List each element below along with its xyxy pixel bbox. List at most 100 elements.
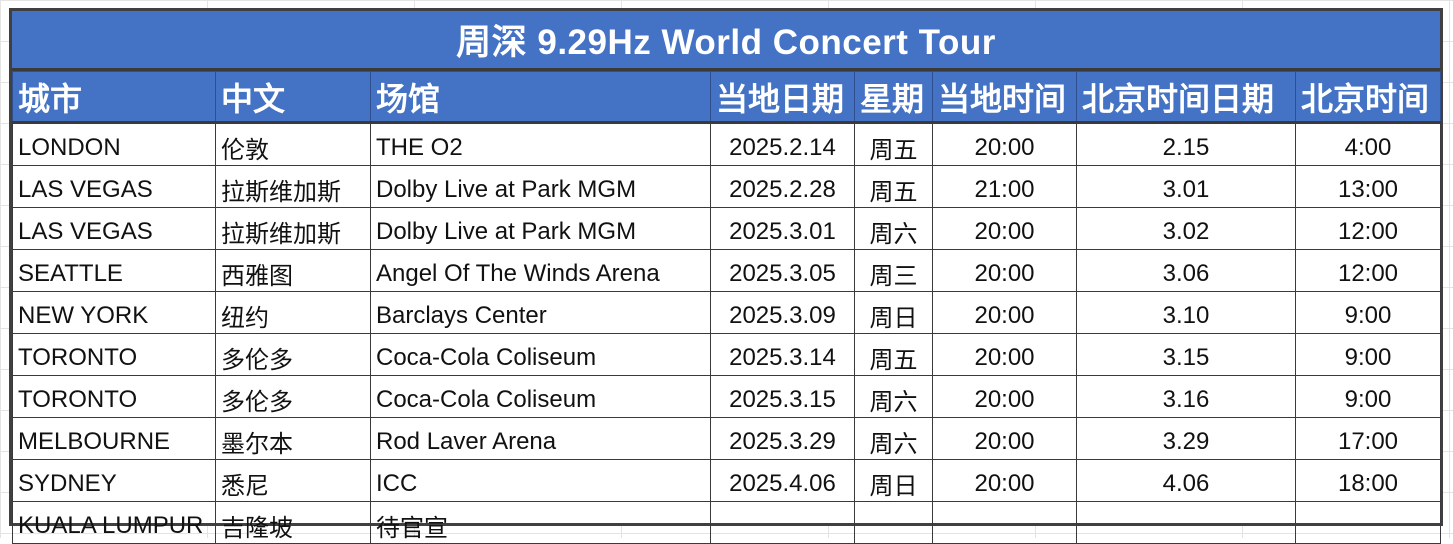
header-beijing-time[interactable]: 北京时间 xyxy=(1295,71,1441,124)
header-row: 城市 中文 场馆 当地日期 星期 当地时间 北京时间日期 北京时间 xyxy=(12,71,1441,124)
cell-city[interactable]: TORONTO xyxy=(12,333,216,376)
cell-beijing-date[interactable]: 3.16 xyxy=(1076,375,1296,418)
cell-chinese[interactable]: 拉斯维加斯 xyxy=(215,207,371,250)
cell-beijing-time[interactable]: 17:00 xyxy=(1295,417,1441,460)
header-local-date[interactable]: 当地日期 xyxy=(710,71,855,124)
cell-beijing-date[interactable]: 3.02 xyxy=(1076,207,1296,250)
cell-chinese[interactable]: 纽约 xyxy=(215,291,371,334)
cell-weekday[interactable]: 周日 xyxy=(854,291,933,334)
cell-beijing-date[interactable]: 4.06 xyxy=(1076,459,1296,502)
cell-city[interactable]: LAS VEGAS xyxy=(12,165,216,208)
cell-beijing-time[interactable]: 12:00 xyxy=(1295,207,1441,250)
cell-local-time[interactable]: 20:00 xyxy=(932,291,1077,334)
cell-weekday[interactable]: 周六 xyxy=(854,375,933,418)
table-row: LONDON 伦敦 THE O2 2025.2.14 周五 20:00 2.15… xyxy=(12,122,1441,166)
cell-beijing-time[interactable]: 13:00 xyxy=(1295,165,1441,208)
cell-city[interactable]: LONDON xyxy=(12,122,216,166)
cell-beijing-time[interactable]: 18:00 xyxy=(1295,459,1441,502)
table-row: LAS VEGAS 拉斯维加斯 Dolby Live at Park MGM 2… xyxy=(12,165,1441,208)
cell-local-date[interactable]: 2025.3.05 xyxy=(710,249,855,292)
table-row: SEATTLE 西雅图 Angel Of The Winds Arena 202… xyxy=(12,249,1441,292)
cell-venue[interactable]: Dolby Live at Park MGM xyxy=(370,207,711,250)
cell-venue[interactable]: ICC xyxy=(370,459,711,502)
cell-beijing-date[interactable]: 3.06 xyxy=(1076,249,1296,292)
cell-beijing-time[interactable] xyxy=(1295,501,1441,544)
cell-venue[interactable]: Dolby Live at Park MGM xyxy=(370,165,711,208)
cell-chinese[interactable]: 多伦多 xyxy=(215,333,371,376)
cell-weekday[interactable]: 周六 xyxy=(854,417,933,460)
table-row: LAS VEGAS 拉斯维加斯 Dolby Live at Park MGM 2… xyxy=(12,207,1441,250)
cell-city[interactable]: LAS VEGAS xyxy=(12,207,216,250)
cell-chinese[interactable]: 吉隆坡 xyxy=(215,501,371,544)
cell-local-time[interactable]: 20:00 xyxy=(932,122,1077,166)
header-weekday[interactable]: 星期 xyxy=(854,71,933,124)
cell-venue-pending[interactable]: 待官宣 xyxy=(370,501,711,544)
cell-beijing-time[interactable]: 12:00 xyxy=(1295,249,1441,292)
cell-weekday[interactable]: 周六 xyxy=(854,207,933,250)
cell-venue[interactable]: Coca-Cola Coliseum xyxy=(370,375,711,418)
cell-chinese[interactable]: 伦敦 xyxy=(215,122,371,166)
cell-city[interactable]: MELBOURNE xyxy=(12,417,216,460)
cell-local-time[interactable] xyxy=(932,501,1077,544)
cell-beijing-date[interactable]: 3.15 xyxy=(1076,333,1296,376)
cell-beijing-date[interactable]: 2.15 xyxy=(1076,122,1296,166)
cell-city[interactable]: TORONTO xyxy=(12,375,216,418)
cell-venue[interactable]: Angel Of The Winds Arena xyxy=(370,249,711,292)
cell-beijing-date[interactable]: 3.01 xyxy=(1076,165,1296,208)
cell-local-time[interactable]: 20:00 xyxy=(932,333,1077,376)
cell-weekday[interactable]: 周五 xyxy=(854,333,933,376)
cell-local-date[interactable]: 2025.4.06 xyxy=(710,459,855,502)
cell-venue[interactable]: Coca-Cola Coliseum xyxy=(370,333,711,376)
cell-city[interactable]: KUALA LUMPUR xyxy=(12,501,216,544)
cell-weekday[interactable]: 周三 xyxy=(854,249,933,292)
header-city[interactable]: 城市 xyxy=(12,71,216,124)
cell-chinese[interactable]: 拉斯维加斯 xyxy=(215,165,371,208)
cell-venue[interactable]: Rod Laver Arena xyxy=(370,417,711,460)
cell-beijing-time[interactable]: 9:00 xyxy=(1295,333,1441,376)
cell-local-date[interactable]: 2025.2.14 xyxy=(710,122,855,166)
header-beijing-date[interactable]: 北京时间日期 xyxy=(1076,71,1296,124)
cell-chinese[interactable]: 悉尼 xyxy=(215,459,371,502)
cell-beijing-time[interactable]: 9:00 xyxy=(1295,375,1441,418)
cell-local-time[interactable]: 20:00 xyxy=(932,249,1077,292)
cell-local-date[interactable]: 2025.3.29 xyxy=(710,417,855,460)
header-local-time[interactable]: 当地时间 xyxy=(932,71,1077,124)
table-row: KUALA LUMPUR 吉隆坡 待官宣 xyxy=(12,501,1441,544)
cell-chinese[interactable]: 多伦多 xyxy=(215,375,371,418)
cell-weekday[interactable] xyxy=(854,501,933,544)
cell-beijing-date[interactable] xyxy=(1076,501,1296,544)
cell-local-date[interactable]: 2025.2.28 xyxy=(710,165,855,208)
cell-chinese[interactable]: 西雅图 xyxy=(215,249,371,292)
table-row: MELBOURNE 墨尔本 Rod Laver Arena 2025.3.29 … xyxy=(12,417,1441,460)
header-venue[interactable]: 场馆 xyxy=(370,71,711,124)
cell-beijing-time[interactable]: 9:00 xyxy=(1295,291,1441,334)
cell-local-time[interactable]: 21:00 xyxy=(932,165,1077,208)
table-row: NEW YORK 纽约 Barclays Center 2025.3.09 周日… xyxy=(12,291,1441,334)
cell-beijing-date[interactable]: 3.10 xyxy=(1076,291,1296,334)
cell-venue[interactable]: Barclays Center xyxy=(370,291,711,334)
cell-beijing-date[interactable]: 3.29 xyxy=(1076,417,1296,460)
cell-local-date[interactable] xyxy=(710,501,855,544)
cell-local-date[interactable]: 2025.3.14 xyxy=(710,333,855,376)
cell-venue[interactable]: THE O2 xyxy=(370,122,711,166)
cell-chinese[interactable]: 墨尔本 xyxy=(215,417,371,460)
tour-schedule-sheet: 周深 9.29Hz World Concert Tour 城市 中文 场馆 当地… xyxy=(9,8,1443,544)
cell-local-date[interactable]: 2025.3.09 xyxy=(710,291,855,334)
cell-local-time[interactable]: 20:00 xyxy=(932,417,1077,460)
cell-local-time[interactable]: 20:00 xyxy=(932,459,1077,502)
header-chinese[interactable]: 中文 xyxy=(215,71,371,124)
cell-city[interactable]: SYDNEY xyxy=(12,459,216,502)
schedule-table: 城市 中文 场馆 当地日期 星期 当地时间 北京时间日期 北京时间 LONDON… xyxy=(12,71,1441,544)
cell-beijing-time[interactable]: 4:00 xyxy=(1295,122,1441,166)
cell-local-date[interactable]: 2025.3.01 xyxy=(710,207,855,250)
cell-local-time[interactable]: 20:00 xyxy=(932,375,1077,418)
cell-local-date[interactable]: 2025.3.15 xyxy=(710,375,855,418)
table-row: TORONTO 多伦多 Coca-Cola Coliseum 2025.3.15… xyxy=(12,375,1441,418)
cell-local-time[interactable]: 20:00 xyxy=(932,207,1077,250)
sheet-title[interactable]: 周深 9.29Hz World Concert Tour xyxy=(12,11,1440,71)
cell-weekday[interactable]: 周五 xyxy=(854,122,933,166)
cell-city[interactable]: SEATTLE xyxy=(12,249,216,292)
cell-weekday[interactable]: 周日 xyxy=(854,459,933,502)
cell-city[interactable]: NEW YORK xyxy=(12,291,216,334)
cell-weekday[interactable]: 周五 xyxy=(854,165,933,208)
